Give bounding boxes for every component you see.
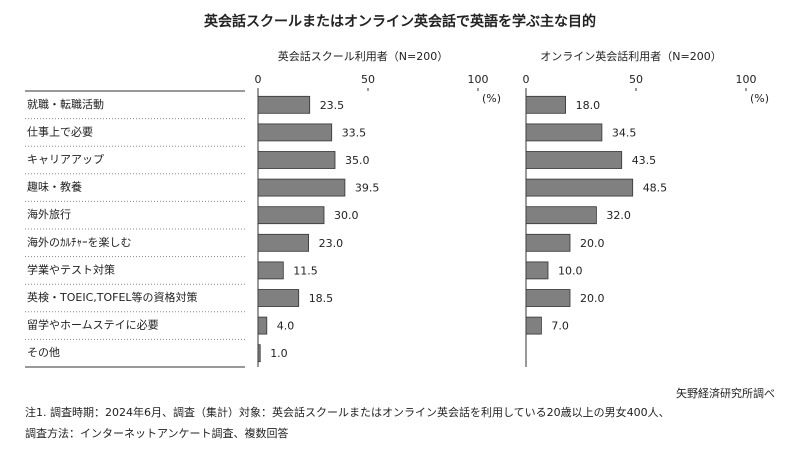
- x-tick-label: 50: [629, 73, 643, 86]
- bar: [257, 344, 261, 363]
- value-label: 23.0: [319, 237, 344, 250]
- unit-label: (%): [750, 92, 769, 105]
- value-label: 33.5: [342, 126, 367, 139]
- bar: [257, 233, 309, 252]
- bar: [525, 261, 549, 280]
- x-tick-label: 0: [255, 73, 262, 86]
- category-label: 就職・転職活動: [27, 97, 104, 111]
- bar: [257, 261, 284, 280]
- category-label: キャリアアップ: [27, 153, 104, 166]
- bar: [525, 151, 623, 169]
- source: 矢野経済研究所調べ: [676, 386, 775, 400]
- value-label: 18.0: [576, 99, 601, 112]
- bar: [257, 151, 336, 169]
- bar: [257, 289, 300, 307]
- x-tick-label: 50: [361, 73, 375, 86]
- bar: [525, 233, 571, 252]
- bar: [257, 316, 268, 335]
- value-label: 32.0: [606, 209, 631, 222]
- value-label: 34.5: [612, 126, 637, 139]
- category-label: 趣味・教養: [27, 180, 82, 194]
- bar: [257, 178, 346, 197]
- chart-title: 英会話スクールまたはオンライン英会話で英語を学ぶ主な目的: [203, 13, 596, 30]
- category-label: 海外のｶﾙﾁｬｰを楽しむ: [27, 235, 132, 249]
- bar: [257, 95, 311, 114]
- value-label: 30.0: [334, 209, 359, 222]
- unit-label: (%): [482, 92, 501, 105]
- value-label: 20.0: [580, 237, 605, 250]
- bar: [525, 316, 542, 335]
- category-label: 仕事上で必要: [27, 125, 93, 138]
- bar: [525, 95, 566, 114]
- panel-title: オンライン英会話利用者（N=200）: [540, 49, 721, 63]
- panel-title: 英会話スクール利用者（N=200）: [278, 49, 448, 63]
- bar: [257, 123, 333, 142]
- category-label: 英検・TOEIC,TOFEL等の資格対策: [27, 290, 198, 304]
- value-label: 11.5: [293, 264, 318, 277]
- note: 調査方法：インターネットアンケート調査、複数回答: [25, 426, 289, 440]
- category-label: その他: [27, 346, 60, 359]
- value-label: 10.0: [558, 264, 583, 277]
- category-label: 学業やテスト対策: [27, 262, 115, 276]
- value-label: 43.5: [632, 154, 657, 167]
- x-tick-label: 100: [736, 73, 757, 86]
- x-tick-label: 100: [468, 73, 489, 86]
- value-label: 20.0: [580, 292, 605, 305]
- value-label: 4.0: [277, 320, 295, 333]
- bar: [525, 289, 571, 307]
- value-label: 48.5: [643, 182, 668, 195]
- bar: [525, 206, 597, 225]
- bar: [525, 178, 634, 197]
- value-label: 7.0: [551, 320, 569, 333]
- bar: [257, 206, 325, 225]
- value-label: 1.0: [270, 347, 288, 360]
- value-label: 35.0: [345, 154, 370, 167]
- x-tick-label: 0: [523, 73, 530, 86]
- value-label: 23.5: [320, 99, 345, 112]
- category-label: 海外旅行: [27, 207, 71, 221]
- value-label: 39.5: [355, 182, 380, 195]
- note: 注1. 調査時期：2024年6月、調査（集計）対象：英会話スクールまたはオンライ…: [25, 405, 670, 419]
- category-label: 留学やホームステイに必要: [27, 318, 159, 332]
- bar: [525, 123, 603, 142]
- value-label: 18.5: [309, 292, 334, 305]
